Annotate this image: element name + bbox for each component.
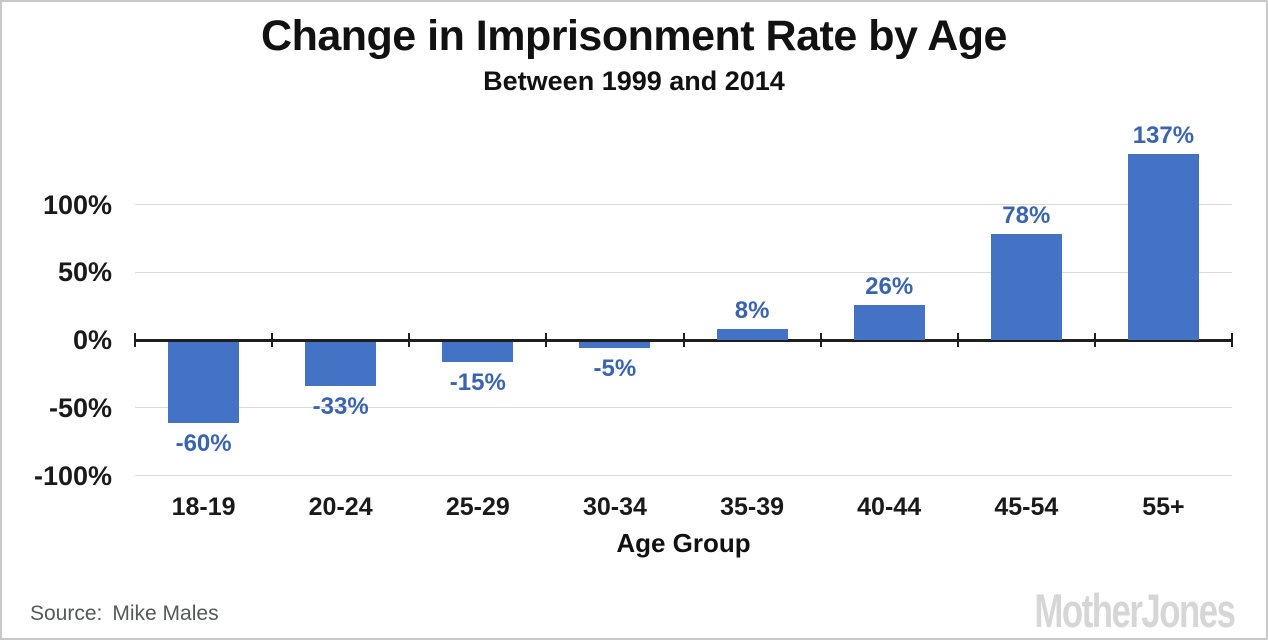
y-axis-tick-label: 0% (72, 325, 112, 355)
chart-title: Change in Imprisonment Rate by Age (261, 12, 1007, 60)
category-label: 18-19 (171, 493, 236, 521)
bar (1127, 154, 1199, 340)
bar-value-label: -5% (593, 355, 637, 383)
source-value: Mike Males (112, 602, 219, 625)
category-label: 45-54 (994, 493, 1059, 521)
y-axis-tick-label: -100% (33, 460, 112, 491)
bar-value-label: 78% (1002, 202, 1051, 230)
category-label: 30-34 (582, 493, 647, 521)
bar-value-label: -60% (175, 429, 232, 457)
bar (442, 341, 514, 362)
gridline (135, 407, 1232, 409)
source-label: Source: (30, 602, 103, 625)
y-axis-tick-label: 100% (42, 189, 112, 220)
bar-value-label: 137% (1132, 122, 1195, 150)
bar-value-label: -15% (449, 368, 506, 396)
category-label: 35-39 (720, 493, 785, 521)
axis-tick (956, 332, 959, 347)
axis-tick (819, 332, 822, 347)
category-label: 55+ (1142, 493, 1185, 521)
axis-tick (134, 332, 136, 347)
bar-value-label: 26% (865, 272, 914, 300)
chart-subtitle: Between 1999 and 2014 (483, 66, 785, 96)
bar (305, 341, 377, 387)
x-axis-title: Age Group (616, 528, 751, 558)
axis-tick (408, 332, 411, 347)
category-label: 40-44 (857, 493, 922, 521)
bar (168, 341, 240, 423)
bar (853, 304, 925, 340)
category-label: 20-24 (308, 493, 373, 521)
bar (716, 329, 788, 340)
bar (990, 234, 1062, 340)
gridline (135, 204, 1232, 205)
bar (579, 341, 651, 349)
axis-tick (1231, 332, 1233, 347)
axis-tick (545, 332, 548, 347)
gridline (135, 475, 1232, 476)
axis-tick (682, 332, 685, 347)
bar-value-label: 8% (734, 297, 770, 325)
gridline (135, 271, 1232, 273)
source-note: Source: Mike Males (30, 602, 219, 626)
y-axis-tick-label: -50% (48, 392, 112, 423)
bar-value-label: -33% (312, 393, 369, 421)
motherjones-logo: MotherJones (1033, 584, 1236, 637)
category-label: 25-29 (445, 493, 510, 521)
y-axis-tick-label: 50% (57, 257, 112, 288)
axis-tick (271, 332, 274, 347)
axis-tick (1093, 332, 1096, 347)
